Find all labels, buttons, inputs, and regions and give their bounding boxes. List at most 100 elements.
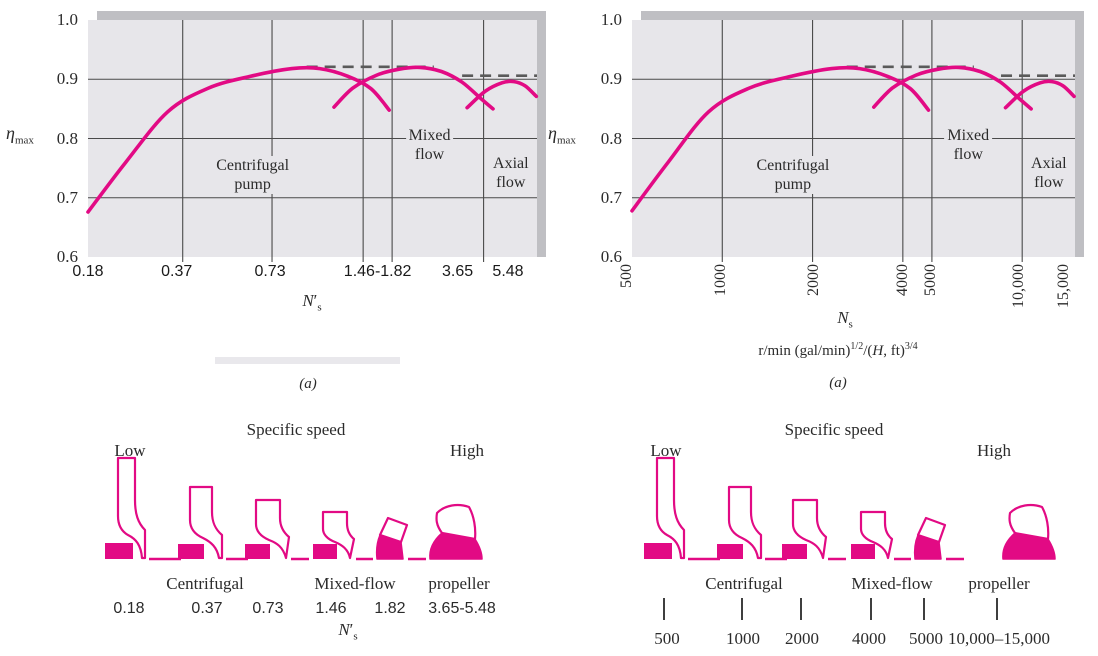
y-tick-label: 0.6 [600, 247, 622, 266]
region-label: Centrifugal pump [753, 155, 833, 194]
specific-speed-value: 10,000–15,000 [948, 629, 1050, 648]
value-tick-mark [923, 598, 925, 620]
specific-speed-value: 1.82 [374, 600, 406, 617]
efficiency-curve-centrifugal-pump [86, 65, 391, 214]
chart-plot-area [630, 20, 1076, 262]
region-label-line: Centrifugal [756, 156, 830, 174]
impeller-drawings [100, 455, 530, 567]
bottom-axis-label: N′s [338, 620, 357, 642]
y-tick-label: 0.6 [56, 247, 78, 266]
label-part: s [848, 318, 853, 331]
impeller-group-label: propeller [968, 574, 1030, 593]
efficiency-curve-axial-flow [465, 79, 539, 110]
region-label-line: Mixed [408, 127, 451, 145]
region-label: Mixed flow [405, 126, 454, 165]
impeller-hub-fill [717, 544, 743, 559]
label-part: 1/2 [850, 341, 864, 352]
region-label-line: Axial [1031, 154, 1067, 172]
x-tick-label-rotated: 4000 [876, 264, 911, 324]
y-tick-label: 0.7 [600, 187, 622, 207]
x-tick-label: 5.48 [492, 263, 524, 280]
efficiency-curve-centrifugal-pump [630, 65, 931, 213]
x-tick-text: 2000 [804, 264, 822, 296]
impeller-centrifugal-2 [782, 498, 846, 561]
y-tick-label: 1.0 [56, 10, 78, 29]
y-axis-label-eta-max: ηmax [6, 123, 34, 147]
region-label-line: pump [234, 175, 271, 193]
label-part: η [548, 123, 557, 143]
specific-speed-value: 1000 [726, 629, 760, 648]
specific-speed-title: Specific speed [784, 420, 884, 439]
specific-speed-title: Specific speed [246, 420, 346, 439]
region-label-line: flow [953, 146, 983, 164]
label-part: ′ [313, 291, 318, 310]
high-speed-label: High [450, 441, 484, 460]
label-part: max [14, 134, 34, 147]
specific-speed-value: 500 [654, 629, 680, 648]
x-tick-label: 3.65 [442, 263, 474, 280]
chart-canvas [630, 20, 1076, 262]
impeller-outline [188, 485, 224, 560]
impeller-mixed-flow-1 [313, 510, 373, 561]
x-tick-label-rotated: 2000 [787, 264, 822, 324]
x-axis-units: r/min (gal/min)1/2/(H, ft)3/4 [758, 341, 917, 360]
y-tick-label: 0.9 [600, 69, 622, 89]
label-part: r/min (gal/min) [758, 343, 851, 359]
x-tick-label: 1.46-1.82 [343, 263, 412, 280]
impeller-outline [378, 516, 409, 544]
impeller-hub-fill [105, 543, 133, 559]
impeller-group-label: Centrifugal [705, 574, 783, 593]
impeller-drawings [639, 455, 1069, 567]
x-tick-label: 0.73 [254, 263, 286, 280]
label-part: s [353, 630, 358, 643]
label-part: 3/4 [904, 341, 918, 352]
impeller-group-label: propeller [428, 574, 490, 593]
region-label-line: Centrifugal [216, 156, 290, 174]
impeller-hub-fill [178, 544, 204, 559]
impeller-outline [116, 456, 147, 560]
specific-speed-value: 0.18 [113, 600, 145, 617]
y-tick-label: 1.0 [600, 10, 622, 29]
impeller-hub-fill [644, 543, 672, 559]
x-tick-label-rotated: 1000 [694, 264, 729, 324]
specific-speed-value: 5000 [909, 629, 943, 648]
impeller-outline [254, 498, 291, 560]
specific-speed-value: 1.46 [315, 600, 347, 617]
region-label-line: pump [774, 175, 812, 193]
label-part: s [317, 301, 322, 314]
y-tick-label: 0.8 [600, 128, 622, 148]
impeller-outline [916, 516, 947, 544]
impeller-mixed-flow-2 [375, 516, 426, 561]
x-tick-text: 500 [618, 264, 635, 288]
impeller-shapes-canvas [105, 456, 483, 561]
region-label: Centrifugal pump [213, 155, 293, 194]
impeller-centrifugal-1 [178, 485, 248, 561]
label-part: N [837, 308, 849, 327]
impeller-body-fill [1002, 532, 1056, 560]
region-label: Axial flow [490, 153, 532, 192]
region-label-line: flow [414, 146, 445, 164]
specific-speed-value: 2000 [785, 629, 819, 648]
y-tick-label: 0.8 [56, 128, 78, 148]
value-tick-mark [663, 598, 665, 620]
impeller-outline [727, 485, 763, 560]
x-tick-text: 15,000 [1055, 264, 1072, 308]
impeller-outline [791, 498, 828, 560]
sub-caption: (a) [299, 376, 317, 392]
label-part: ′ [349, 620, 354, 639]
label-part: H [872, 343, 884, 359]
low-speed-label: Low [114, 441, 146, 460]
erased-text-artifact [215, 357, 400, 364]
impeller-low-ns-radial [105, 456, 181, 561]
sub-caption: (a) [829, 375, 847, 391]
impeller-mixed-flow-1 [851, 510, 911, 561]
specific-speed-value: 0.37 [191, 600, 223, 617]
impeller-outline [435, 503, 477, 541]
impeller-propeller [429, 503, 483, 560]
region-label: Axial flow [1028, 153, 1070, 192]
x-tick-label-rotated: 15,000 [1037, 264, 1072, 324]
impeller-group-label: Mixed-flow [851, 574, 933, 593]
x-tick-text: 5000 [921, 264, 939, 296]
label-part: N [302, 291, 314, 310]
x-axis-label: N′s [302, 291, 321, 313]
